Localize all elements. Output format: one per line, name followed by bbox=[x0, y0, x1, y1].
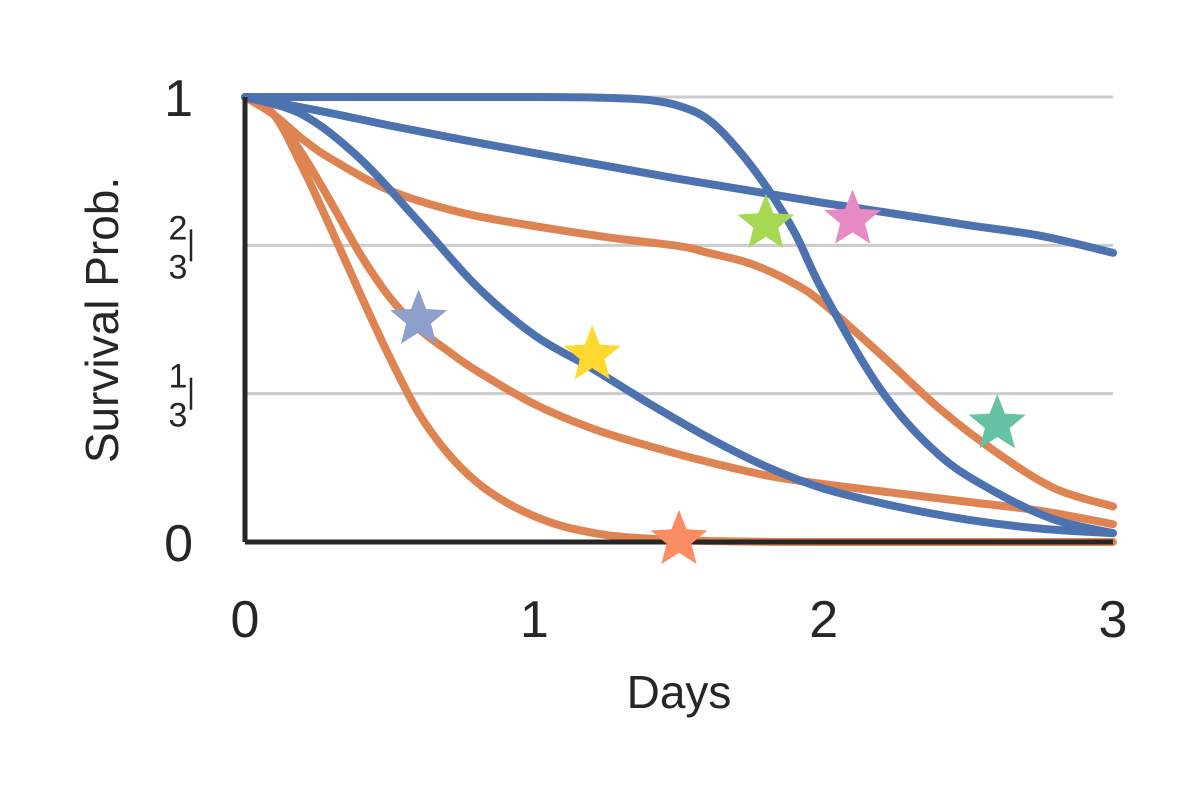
y-tick-numerator-1: 1 bbox=[169, 358, 188, 396]
star-marker-2 bbox=[563, 325, 621, 380]
x-tick-label-2: 2 bbox=[809, 591, 838, 649]
y-tick-label-0: 0 bbox=[164, 515, 193, 573]
star-marker-5 bbox=[968, 394, 1026, 449]
series-line-4 bbox=[241, 93, 1117, 547]
y-tick-denominator-1: 3 bbox=[169, 397, 188, 435]
star-marker-1 bbox=[390, 289, 448, 344]
y-tick-denominator-2: 3 bbox=[169, 248, 188, 286]
y-axis-label: Survival Prob. bbox=[76, 177, 128, 463]
x-tick-label-1: 1 bbox=[520, 591, 549, 649]
star-marker-4 bbox=[824, 189, 882, 244]
series-line-3 bbox=[241, 93, 1117, 538]
series-line-5 bbox=[241, 93, 1117, 529]
series-line-6 bbox=[241, 93, 1117, 511]
series-line-1 bbox=[241, 93, 1117, 257]
star-marker-6 bbox=[650, 509, 708, 564]
star-marker-3 bbox=[737, 193, 795, 249]
y-tick-label-3: 1 bbox=[164, 70, 193, 128]
series-layer bbox=[241, 92, 1117, 547]
y-tick-label-2: 23 bbox=[169, 209, 193, 286]
series-line-2 bbox=[241, 92, 1117, 538]
y-tick-numerator-2: 2 bbox=[169, 209, 188, 247]
x-tick-label-0: 0 bbox=[231, 591, 260, 649]
y-tick-label-1: 13 bbox=[169, 358, 193, 435]
x-tick-label-3: 3 bbox=[1099, 591, 1128, 649]
x-axis-label: Days bbox=[627, 666, 732, 718]
marker-layer bbox=[390, 189, 1026, 564]
